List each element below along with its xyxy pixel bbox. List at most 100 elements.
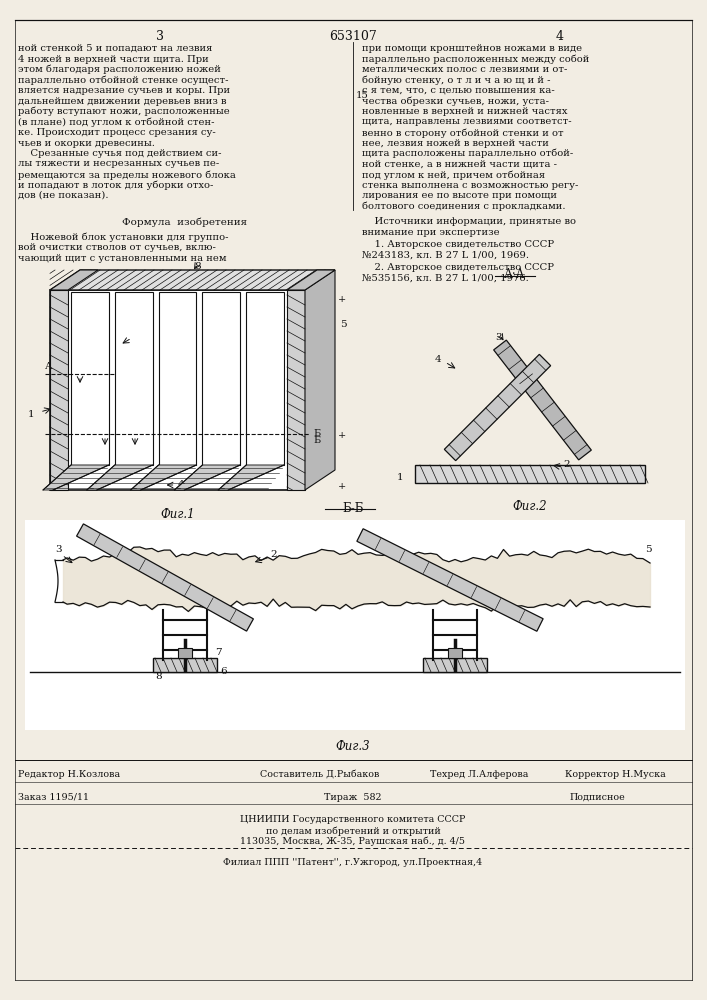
Text: стенка выполнена с возможностью регу-: стенка выполнена с возможностью регу- — [362, 180, 578, 190]
Polygon shape — [493, 340, 591, 460]
Text: при помощи кронштейнов ножами в виде: при помощи кронштейнов ножами в виде — [362, 44, 582, 53]
Text: 2: 2 — [563, 460, 570, 469]
Text: под углом к ней, причем отбойная: под углом к ней, причем отбойная — [362, 170, 545, 180]
Text: Б-Б: Б-Б — [342, 502, 363, 515]
Polygon shape — [175, 465, 240, 490]
Polygon shape — [131, 465, 197, 490]
Text: Срезанные сучья под действием си-: Срезанные сучья под действием си- — [18, 149, 221, 158]
Text: чества обрезки сучьев, ножи, уста-: чества обрезки сучьев, ножи, уста- — [362, 97, 549, 106]
Text: +: + — [338, 482, 346, 491]
Text: А·А: А·А — [504, 268, 526, 281]
Text: чьев и окорки древесины.: чьев и окорки древесины. — [18, 138, 155, 147]
Text: вой очистки стволов от сучьев, вклю-: вой очистки стволов от сучьев, вклю- — [18, 243, 216, 252]
Polygon shape — [178, 648, 192, 658]
Text: Б: Б — [313, 436, 320, 445]
Text: щита, направлены лезвиями соответст-: щита, направлены лезвиями соответст- — [362, 117, 572, 126]
Text: Фиг.1: Фиг.1 — [160, 508, 195, 521]
Text: нее, лезвия ножей в верхней части: нее, лезвия ножей в верхней части — [362, 138, 549, 147]
Text: 1. Авторское свидетельство СССР: 1. Авторское свидетельство СССР — [362, 240, 554, 249]
Text: по делам изобретений и открытий: по делам изобретений и открытий — [266, 826, 440, 836]
Polygon shape — [50, 270, 98, 290]
Polygon shape — [50, 290, 68, 490]
Polygon shape — [415, 465, 645, 483]
Polygon shape — [287, 270, 335, 290]
Text: 4: 4 — [177, 480, 184, 489]
Text: болтового соединения с прокладками.: болтового соединения с прокладками. — [362, 202, 566, 211]
Text: Формула  изобретения: Формула изобретения — [122, 217, 247, 227]
Text: ке. Происходит процесс срезания су-: ке. Происходит процесс срезания су- — [18, 128, 216, 137]
Polygon shape — [357, 529, 543, 631]
Text: (в плане) под углом к отбойной стен-: (в плане) под углом к отбойной стен- — [18, 117, 214, 127]
Text: Филиал ППП ''Патент'', г.Ужгород, ул.Проектная,4: Филиал ППП ''Патент'', г.Ужгород, ул.Про… — [223, 858, 483, 867]
Text: ремещаются за пределы ножевого блока: ремещаются за пределы ножевого блока — [18, 170, 236, 180]
Polygon shape — [158, 292, 197, 465]
Polygon shape — [305, 270, 335, 490]
Text: Техред Л.Алферова: Техред Л.Алферова — [430, 770, 528, 779]
Text: №535156, кл. В 27 L 1/00, 1976.: №535156, кл. В 27 L 1/00, 1976. — [362, 274, 529, 283]
Text: 113035, Москва, Ж-35, Раушская наб., д. 4/5: 113035, Москва, Ж-35, Раушская наб., д. … — [240, 837, 465, 846]
Polygon shape — [115, 292, 153, 465]
Text: лы тяжести и несрезанных сучьев пе-: лы тяжести и несрезанных сучьев пе- — [18, 159, 219, 168]
Text: внимание при экспертизе: внимание при экспертизе — [362, 228, 500, 237]
Text: 5: 5 — [645, 545, 652, 554]
Text: бойную стенку, о т л и ч а ю щ и й -: бойную стенку, о т л и ч а ю щ и й - — [362, 76, 551, 85]
Text: параллельно отбойной стенке осущест-: параллельно отбойной стенке осущест- — [18, 76, 228, 85]
Polygon shape — [50, 270, 335, 290]
Text: вляется надрезание сучьев и коры. При: вляется надрезание сучьев и коры. При — [18, 86, 230, 95]
Text: 1: 1 — [28, 410, 35, 419]
Polygon shape — [246, 292, 284, 465]
Text: 8: 8 — [155, 672, 162, 681]
Text: ной стенкой 5 и попадают на лезвия: ной стенкой 5 и попадают на лезвия — [18, 44, 212, 53]
Polygon shape — [50, 290, 305, 490]
Text: А: А — [115, 362, 122, 371]
Text: 653107: 653107 — [329, 30, 377, 43]
Text: Подписное: Подписное — [570, 793, 626, 802]
Text: 3: 3 — [134, 330, 140, 339]
Polygon shape — [71, 292, 109, 465]
Text: Фиг.2: Фиг.2 — [513, 500, 547, 513]
Text: 7: 7 — [215, 648, 221, 657]
Text: 4: 4 — [556, 30, 564, 43]
Text: и попадают в лоток для уборки отхо-: и попадают в лоток для уборки отхо- — [18, 180, 214, 190]
Text: дальнейшем движении деревьев вниз в: дальнейшем движении деревьев вниз в — [18, 97, 226, 105]
Text: ной стенке, а в нижней части щита -: ной стенке, а в нижней части щита - — [362, 159, 557, 168]
Text: Составитель Д.Рыбаков: Составитель Д.Рыбаков — [260, 770, 380, 779]
Text: этом благодаря расположению ножей: этом благодаря расположению ножей — [18, 65, 221, 75]
Text: №243183, кл. В 27 L 1/00, 1969.: №243183, кл. В 27 L 1/00, 1969. — [362, 251, 529, 260]
Polygon shape — [87, 465, 153, 490]
Text: +: + — [338, 431, 346, 440]
Text: 3: 3 — [55, 545, 62, 554]
Text: 5: 5 — [340, 320, 346, 329]
Text: Источники информации, принятые во: Источники информации, принятые во — [362, 217, 576, 226]
Text: +: + — [338, 295, 346, 304]
Polygon shape — [448, 648, 462, 658]
Text: работу вступают ножи, расположенные: работу вступают ножи, расположенные — [18, 107, 230, 116]
Polygon shape — [76, 524, 253, 631]
Text: щита расположены параллельно отбой-: щита расположены параллельно отбой- — [362, 149, 573, 158]
Text: с я тем, что, с целью повышения ка-: с я тем, что, с целью повышения ка- — [362, 86, 555, 95]
Text: 4 ножей в верхней части щита. При: 4 ножей в верхней части щита. При — [18, 54, 209, 64]
Text: 8: 8 — [194, 262, 201, 271]
Polygon shape — [444, 354, 551, 461]
Text: ЦНИИПИ Государственного комитета СССР: ЦНИИПИ Государственного комитета СССР — [240, 815, 466, 824]
Text: Заказ 1195/11: Заказ 1195/11 — [18, 793, 89, 802]
Text: 3: 3 — [495, 333, 502, 342]
Text: 2: 2 — [270, 550, 276, 559]
Text: венно в сторону отбойной стенки и от: венно в сторону отбойной стенки и от — [362, 128, 563, 137]
Polygon shape — [218, 465, 284, 490]
Text: параллельно расположенных между собой: параллельно расположенных между собой — [362, 54, 590, 64]
Text: металлических полос с лезвиями и от-: металлических полос с лезвиями и от- — [362, 65, 568, 74]
Text: Б: Б — [313, 429, 320, 438]
Text: 4: 4 — [435, 355, 442, 364]
Text: 6: 6 — [220, 667, 227, 676]
Text: Ножевой блок установки для группо-: Ножевой блок установки для группо- — [18, 233, 228, 242]
Polygon shape — [25, 520, 685, 730]
Text: Корректор Н.Муска: Корректор Н.Муска — [565, 770, 666, 779]
Text: А: А — [45, 362, 52, 371]
Text: 15: 15 — [356, 91, 369, 100]
Text: лирования ее по высоте при помощи: лирования ее по высоте при помощи — [362, 191, 557, 200]
Polygon shape — [202, 292, 240, 465]
Text: 2. Авторское свидетельство СССР: 2. Авторское свидетельство СССР — [362, 263, 554, 272]
Text: чающий щит с установленными на нем: чающий щит с установленными на нем — [18, 254, 226, 263]
Text: Редактор Н.Козлова: Редактор Н.Козлова — [18, 770, 120, 779]
